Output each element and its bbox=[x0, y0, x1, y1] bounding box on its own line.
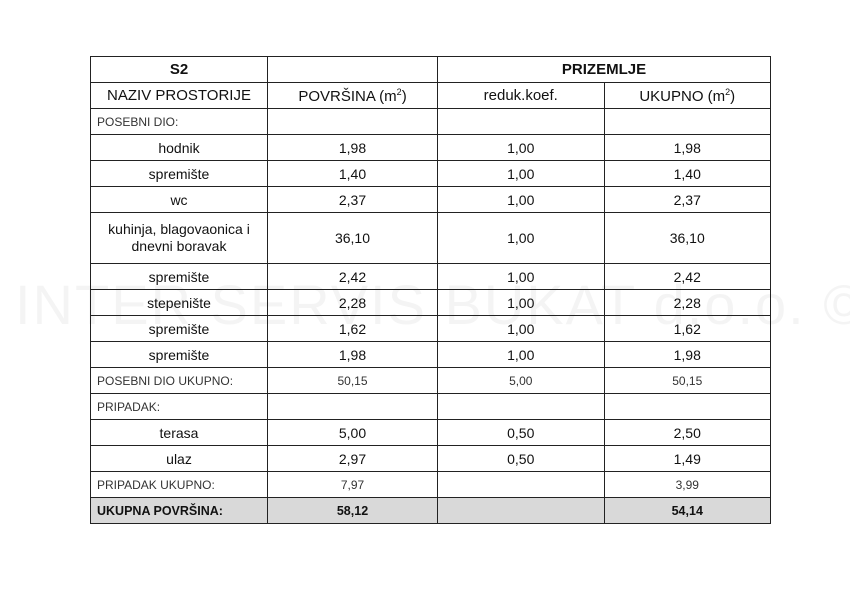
col-area: POVRŠINA (m2) bbox=[267, 82, 438, 109]
grand-total-row: UKUPNA POVRŠINA: 58,12 54,14 bbox=[90, 497, 771, 524]
cell-name: ulaz bbox=[90, 445, 268, 472]
cell-total: 2,42 bbox=[603, 263, 771, 290]
cell-name: terasa bbox=[90, 419, 268, 446]
section-total-row: PRIPADAK UKUPNO: 7,97 3,99 bbox=[90, 471, 771, 498]
cell-area: 2,28 bbox=[267, 289, 438, 316]
cell-area: 36,10 bbox=[267, 212, 438, 264]
cell-total: 1,98 bbox=[603, 134, 771, 161]
table-row: terasa 5,00 0,50 2,50 bbox=[90, 419, 771, 446]
table-row: stepenište 2,28 1,00 2,28 bbox=[90, 289, 771, 316]
table-row: spremište 1,98 1,00 1,98 bbox=[90, 341, 771, 368]
cell-coef: 1,00 bbox=[437, 186, 605, 213]
table-row: kuhinja, blagovaonica i dnevni boravak 36… bbox=[90, 212, 771, 264]
cell-total: 1,62 bbox=[603, 315, 771, 342]
section-row: POSEBNI DIO: bbox=[90, 108, 771, 135]
cell-coef: 1,00 bbox=[437, 134, 605, 161]
cell-coef: 1,00 bbox=[437, 212, 605, 264]
cell-name: stepenište bbox=[90, 289, 268, 316]
section-row: PRIPADAK: bbox=[90, 393, 771, 420]
cell-name: spremište bbox=[90, 160, 268, 187]
table-row: hodnik 1,98 1,00 1,98 bbox=[90, 134, 771, 161]
cell-area: 2,37 bbox=[267, 186, 438, 213]
cell-total: 2,50 bbox=[603, 419, 771, 446]
cell-area: 1,62 bbox=[267, 315, 438, 342]
cell-coef: 0,50 bbox=[437, 419, 605, 446]
cell-name: spremište bbox=[90, 315, 268, 342]
cell-total: 1,98 bbox=[603, 341, 771, 368]
cell-name: wc bbox=[90, 186, 268, 213]
col-total: UKUPNO (m2) bbox=[603, 82, 771, 109]
cell-coef: 0,50 bbox=[437, 445, 605, 472]
section-total-row: POSEBNI DIO UKUPNO: 50,15 5,00 50,15 bbox=[90, 367, 771, 394]
cell-area: 1,98 bbox=[267, 134, 438, 161]
cell-name: kuhinja, blagovaonica i dnevni boravak bbox=[90, 212, 268, 264]
cell-area: 5,00 bbox=[267, 419, 438, 446]
table-row: spremište 1,62 1,00 1,62 bbox=[90, 315, 771, 342]
col-name: NAZIV PROSTORIJE bbox=[90, 82, 268, 109]
cell-name: hodnik bbox=[90, 134, 268, 161]
table-row: ulaz 2,97 0,50 1,49 bbox=[90, 445, 771, 472]
cell-area: 1,98 bbox=[267, 341, 438, 368]
table-row: spremište 2,42 1,00 2,42 bbox=[90, 263, 771, 290]
cell-total: 1,49 bbox=[603, 445, 771, 472]
col-coef: reduk.koef. bbox=[437, 82, 605, 109]
cell-total: 1,40 bbox=[603, 160, 771, 187]
unit-label: S2 bbox=[90, 56, 268, 83]
floor-label: PRIZEMLJE bbox=[437, 56, 771, 83]
area-table: S2 PRIZEMLJE NAZIV PROSTORIJE POVRŠINA (… bbox=[90, 56, 771, 524]
table-row: wc 2,37 1,00 2,37 bbox=[90, 186, 771, 213]
cell-name: spremište bbox=[90, 263, 268, 290]
cell-area: 2,42 bbox=[267, 263, 438, 290]
cell-total: 2,37 bbox=[603, 186, 771, 213]
column-header-row: NAZIV PROSTORIJE POVRŠINA (m2) reduk.koe… bbox=[90, 82, 771, 109]
cell-area: 1,40 bbox=[267, 160, 438, 187]
table-row: spremište 1,40 1,00 1,40 bbox=[90, 160, 771, 187]
cell-coef: 1,00 bbox=[437, 263, 605, 290]
cell-coef: 1,00 bbox=[437, 315, 605, 342]
header-row: S2 PRIZEMLJE bbox=[90, 56, 771, 83]
cell-total: 36,10 bbox=[603, 212, 771, 264]
cell-name: spremište bbox=[90, 341, 268, 368]
cell-area: 2,97 bbox=[267, 445, 438, 472]
cell-coef: 1,00 bbox=[437, 341, 605, 368]
cell-coef: 1,00 bbox=[437, 289, 605, 316]
cell-total: 2,28 bbox=[603, 289, 771, 316]
cell-coef: 1,00 bbox=[437, 160, 605, 187]
